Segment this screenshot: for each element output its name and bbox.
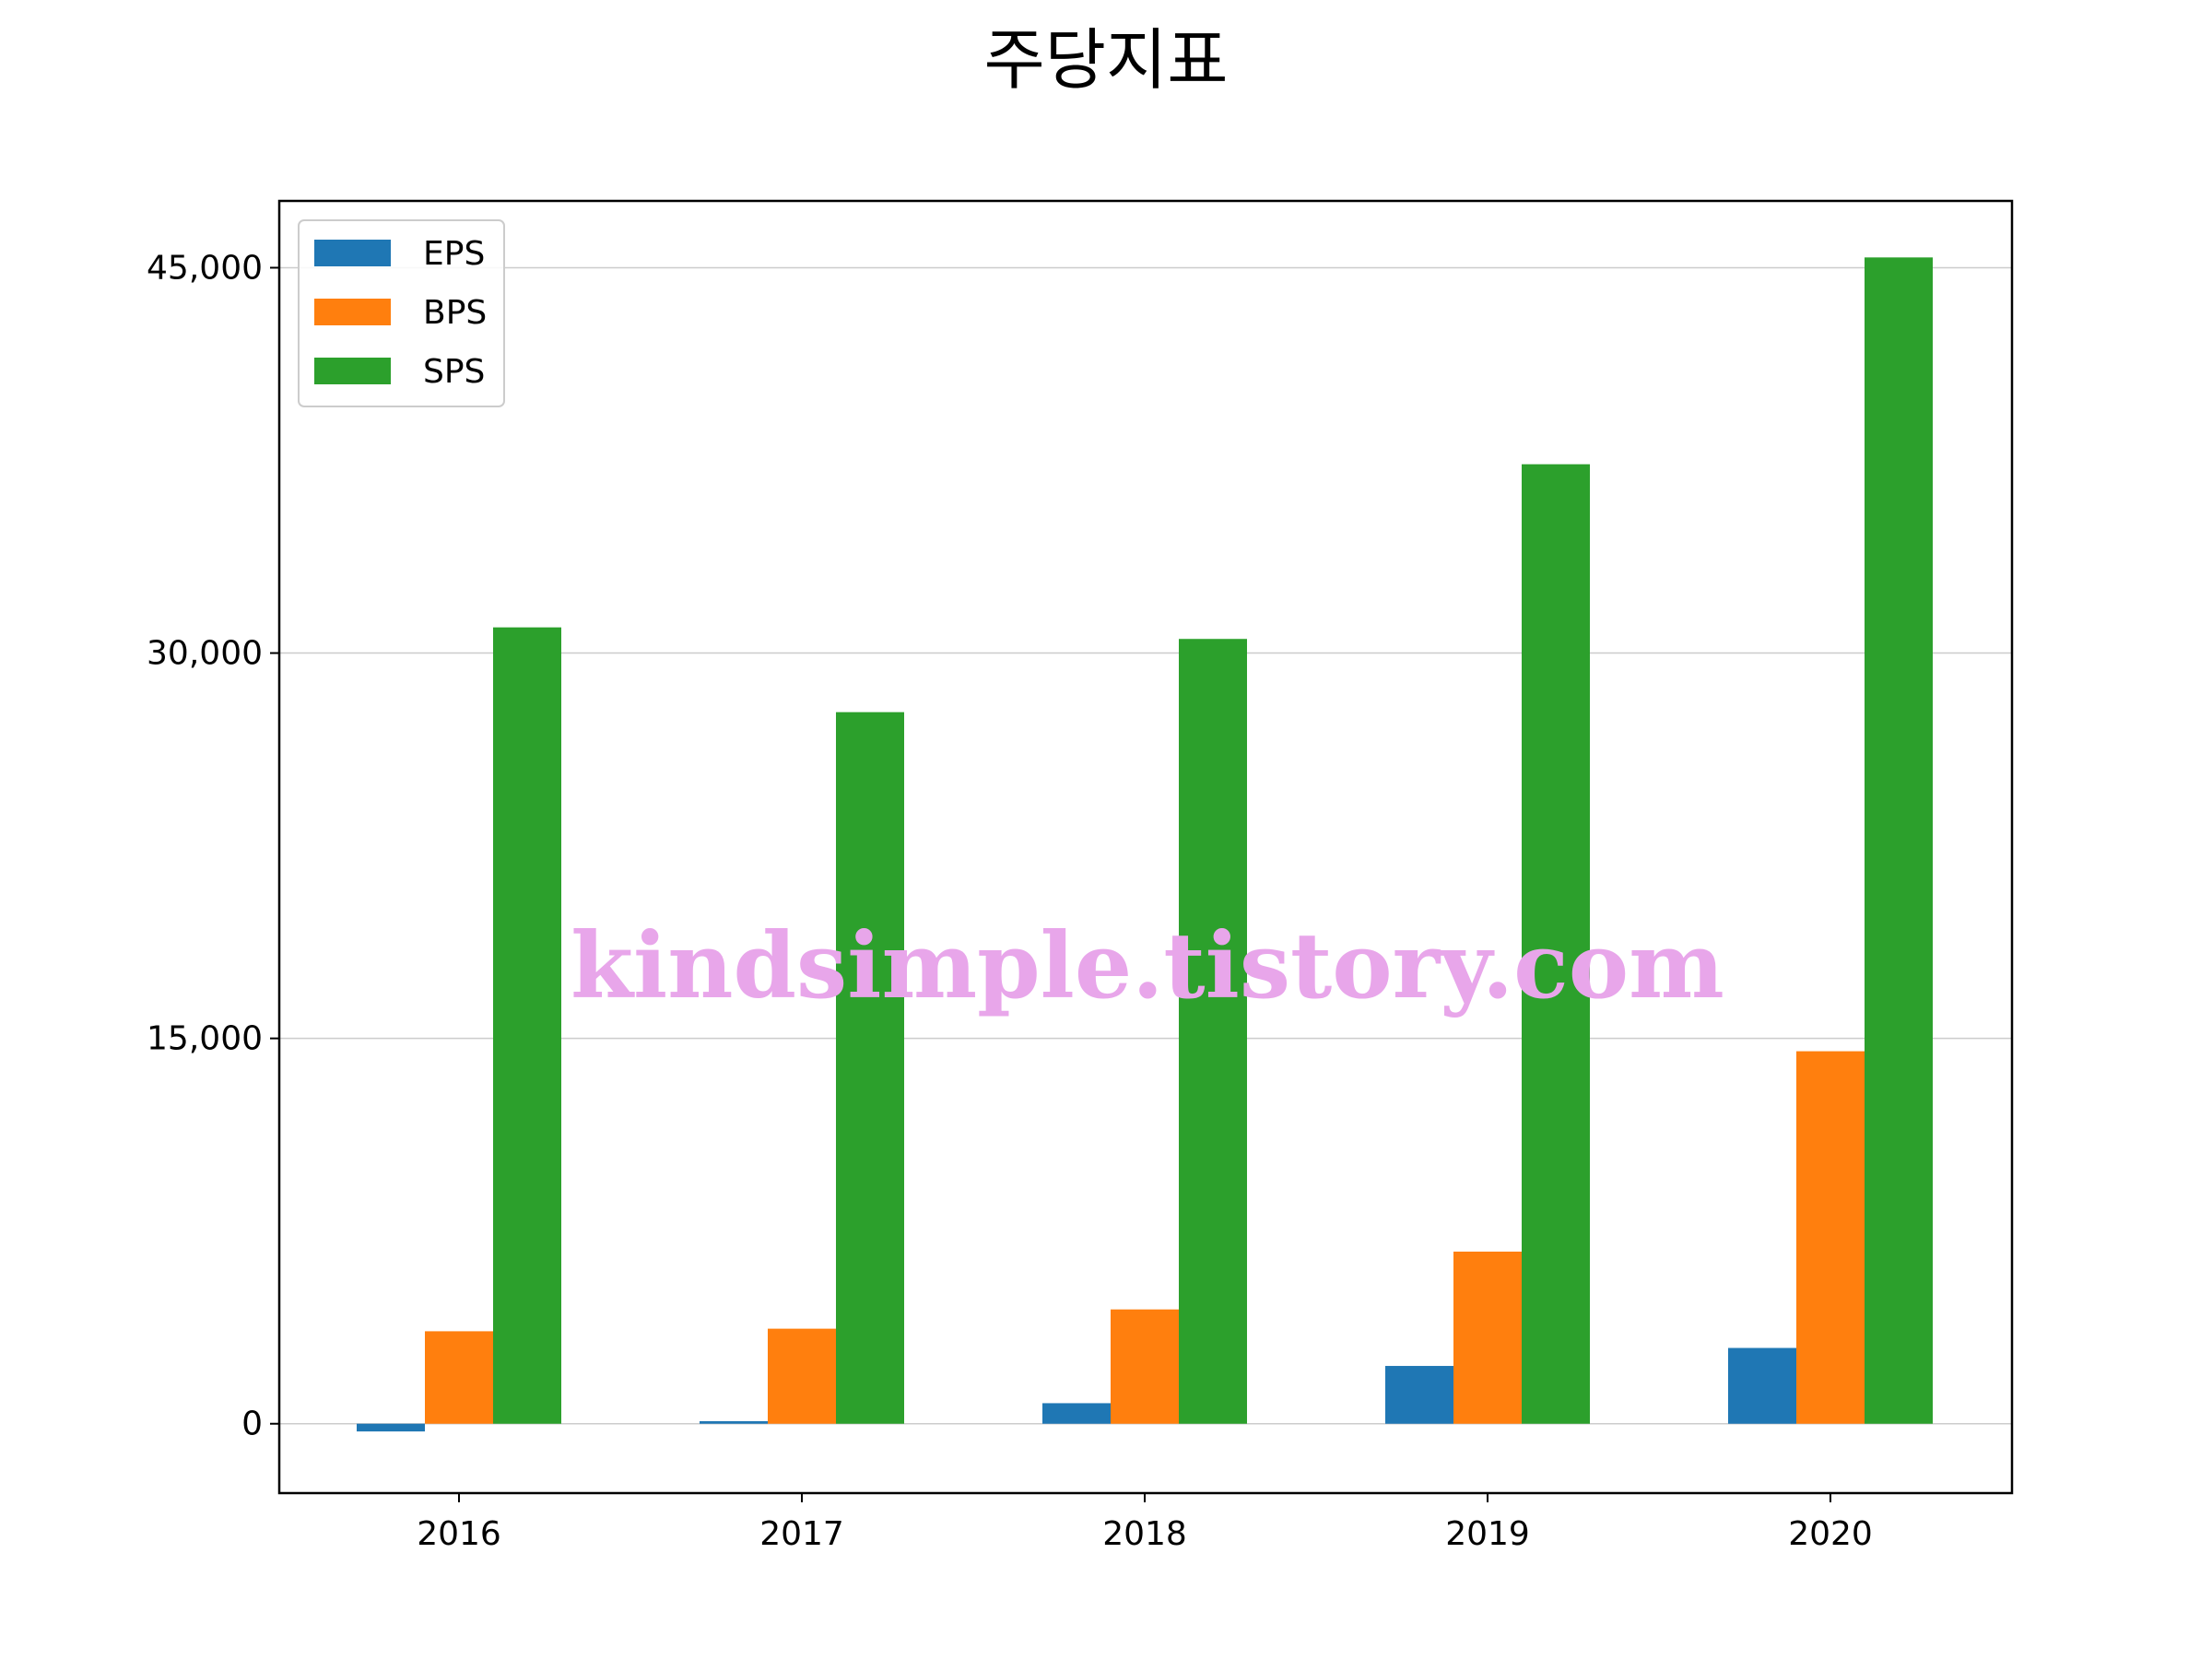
bar-bps-2020 [1796,1051,1865,1424]
x-tick-label: 2016 [417,1515,501,1553]
bar-eps-2020 [1728,1347,1796,1424]
bar-eps-2017 [700,1420,768,1424]
y-tick-label: 15,000 [147,1020,263,1058]
legend-swatch-sps [314,358,391,384]
watermark: kindsimple.tistory.com [571,913,1724,1019]
bar-sps-2016 [493,627,561,1424]
bars [357,257,1933,1432]
y-axis: 0 15,000 30,000 45,000 [147,249,279,1443]
bar-eps-2016 [357,1423,425,1432]
legend-label-bps: BPS [423,294,487,332]
bar-bps-2018 [1111,1309,1179,1424]
y-tick-label: 45,000 [147,249,263,287]
x-tick-label: 2019 [1445,1515,1530,1553]
x-axis: 2016 2017 2018 2019 2020 [417,1493,1873,1553]
legend-swatch-eps [314,240,391,266]
x-tick-label: 2017 [759,1515,844,1553]
gridlines [279,266,2012,1425]
y-tick-label: 30,000 [147,635,263,673]
bar-sps-2017 [836,712,904,1424]
bar-eps-2018 [1042,1403,1111,1424]
chart-title: 주당지표 [984,21,1229,99]
bar-bps-2019 [1453,1251,1522,1424]
y-tick-label: 0 [241,1406,263,1443]
x-tick-label: 2020 [1788,1515,1873,1553]
bar-sps-2018 [1179,639,1247,1424]
legend-swatch-bps [314,299,391,325]
x-tick-label: 2018 [1102,1515,1187,1553]
bar-bps-2017 [768,1328,836,1424]
legend-label-eps: EPS [423,235,485,273]
bar-bps-2016 [425,1331,493,1424]
bar-eps-2019 [1385,1366,1453,1424]
legend: EPS BPS SPS [298,219,505,407]
legend-label-sps: SPS [423,353,485,391]
bar-sps-2020 [1865,257,1933,1424]
bar-sps-2019 [1522,464,1590,1424]
